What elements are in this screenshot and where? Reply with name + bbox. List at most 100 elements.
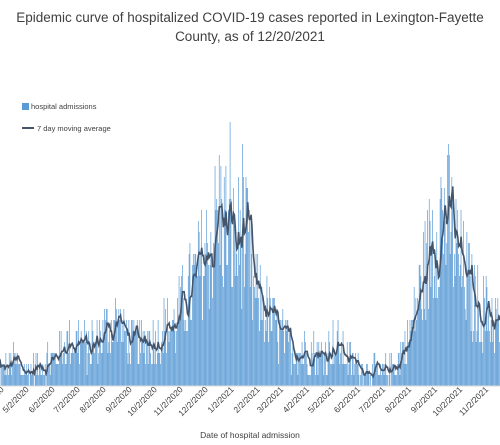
admission-bar (228, 210, 229, 386)
admission-bar (318, 342, 320, 386)
admission-bar (67, 331, 69, 386)
admission-bar (323, 375, 325, 386)
admission-bar (368, 375, 370, 386)
admission-bar (131, 320, 133, 386)
x-tick-label: 1/2/2021 (205, 384, 236, 415)
admission-bar (71, 353, 73, 386)
admission-bar (244, 254, 246, 386)
admission-bar (25, 375, 27, 386)
admission-bar (5, 353, 7, 386)
admission-bar (337, 320, 339, 386)
admission-bar (143, 353, 145, 386)
admission-bar (334, 353, 336, 386)
admission-bar (238, 265, 240, 386)
admission-bar (274, 298, 275, 386)
admission-bar (178, 276, 180, 386)
admission-bar (100, 353, 102, 386)
admission-bar (29, 375, 31, 386)
admission-bar (16, 364, 18, 386)
admission-bar (54, 353, 56, 386)
admission-bar (103, 342, 105, 386)
admission-bar (459, 265, 461, 386)
admission-bar (380, 364, 382, 386)
admission-bar (293, 364, 295, 386)
admission-bar (165, 309, 167, 386)
admission-bar (460, 210, 462, 386)
admission-bar (243, 177, 244, 386)
admission-bar (234, 276, 236, 386)
admission-bar (3, 364, 4, 386)
admission-bar (146, 342, 147, 386)
admission-bar (21, 375, 23, 386)
admission-bar (434, 254, 436, 386)
admission-bar (272, 298, 274, 386)
admission-bar (391, 353, 392, 386)
admission-bar (120, 309, 121, 386)
admission-bar (76, 331, 78, 386)
admission-bar (423, 232, 424, 386)
admission-bar (257, 254, 259, 386)
admission-bar (37, 353, 39, 386)
admission-bar (433, 298, 434, 386)
admission-bar (78, 320, 80, 386)
legend-swatch-line (22, 127, 34, 129)
admission-bar (319, 353, 320, 386)
admission-bar (167, 331, 169, 386)
admission-bar (227, 265, 228, 386)
admission-bar (56, 364, 58, 386)
admission-bar (142, 331, 144, 386)
admission-bar (351, 353, 353, 386)
admission-bar (80, 331, 82, 386)
admission-bar (412, 320, 413, 386)
admission-bar (248, 232, 249, 386)
admission-bar (340, 353, 341, 386)
admission-bar (315, 353, 317, 386)
admission-bar (486, 287, 488, 386)
admission-bar (218, 155, 220, 386)
admission-bar (377, 364, 378, 386)
admission-bar (53, 353, 54, 386)
admission-bar (302, 364, 304, 386)
admission-bar (176, 331, 177, 386)
admission-bar (320, 342, 322, 386)
admission-bar (457, 210, 459, 386)
admission-bar (125, 331, 126, 386)
admission-bar (196, 265, 197, 386)
admission-bar (70, 353, 72, 386)
admission-bar (295, 364, 296, 386)
admission-bar (121, 320, 123, 386)
admission-bar (341, 342, 342, 386)
admission-bar (431, 254, 433, 386)
admission-bar (87, 353, 89, 386)
admission-bar (105, 320, 106, 386)
admission-bar (229, 122, 231, 386)
admission-bar (290, 375, 292, 386)
admission-bar (335, 353, 336, 386)
admission-bar (433, 276, 435, 386)
admission-bar (96, 320, 98, 386)
admission-bar (436, 232, 438, 386)
admission-bar (330, 364, 331, 386)
admission-bar (481, 342, 483, 386)
admission-bar (106, 309, 108, 386)
admission-bar (243, 287, 245, 386)
admission-bar (92, 331, 94, 386)
admission-bar (180, 287, 182, 386)
admission-bar (342, 331, 344, 386)
admission-bar (109, 331, 110, 386)
admission-bar (239, 210, 241, 386)
admission-bar (482, 353, 484, 386)
admission-bar (200, 254, 202, 386)
admission-bar (288, 342, 290, 386)
admission-bar (42, 364, 44, 386)
admission-bar (32, 375, 33, 386)
admission-bar (74, 353, 76, 386)
admission-bar (453, 254, 455, 386)
admission-bar (43, 375, 44, 386)
x-tick-label: 8/2/2020 (77, 384, 108, 415)
chart-legend: hospital admissions 7 day moving average (22, 100, 111, 144)
admission-bar (372, 375, 374, 386)
admission-bar (305, 342, 306, 386)
admission-bar (174, 331, 176, 386)
admission-bar (63, 353, 64, 386)
